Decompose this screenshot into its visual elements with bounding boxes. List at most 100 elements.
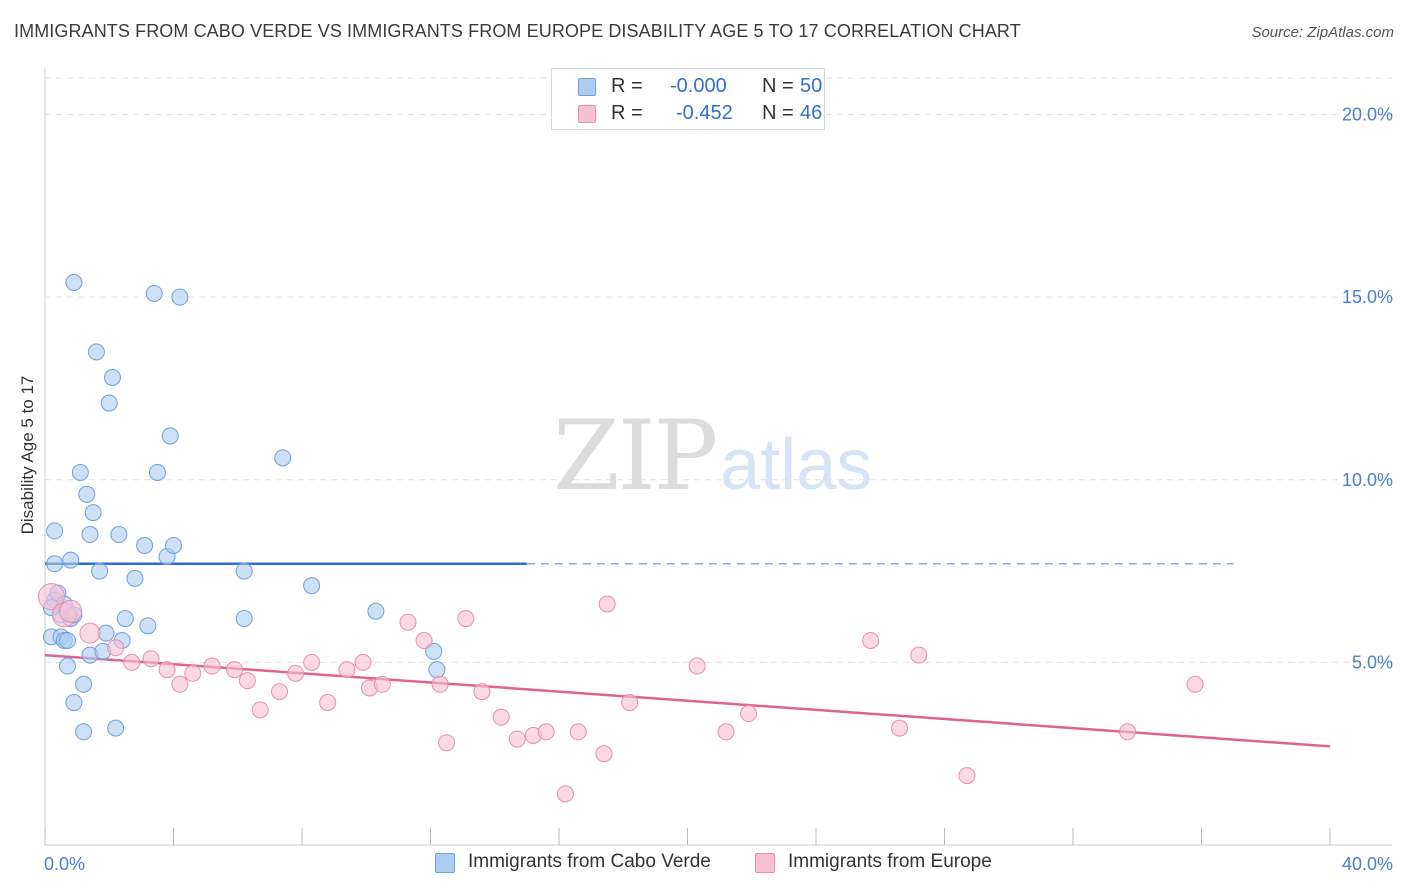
- europe-point: [862, 631, 880, 649]
- x-tick-label: 0.0%: [44, 854, 85, 874]
- cabo-verde-point: [116, 610, 134, 628]
- europe-point: [415, 631, 433, 649]
- cabo-verde-point: [81, 526, 99, 544]
- europe-point: [287, 664, 305, 682]
- cabo-verde-point: [103, 368, 121, 386]
- europe-point: [556, 785, 574, 803]
- europe-point: [203, 657, 221, 675]
- chart-title: IMMIGRANTS FROM CABO VERDE VS IMMIGRANTS…: [14, 21, 1021, 41]
- legend-swatch-blue: [435, 853, 455, 873]
- europe-point: [473, 683, 491, 701]
- europe-point: [569, 723, 587, 741]
- cabo-verde-point: [65, 274, 83, 292]
- europe-point: [688, 657, 706, 675]
- europe-point: [238, 672, 256, 690]
- legend-swatch-blue: [578, 78, 596, 96]
- europe-point: [595, 745, 613, 763]
- source-label: Source: ZipAtlas.com: [1251, 24, 1394, 41]
- europe-point: [373, 675, 391, 693]
- cabo-verde-point: [91, 562, 109, 580]
- europe-point: [319, 694, 337, 712]
- europe-point: [59, 599, 83, 623]
- cabo-verde-point: [145, 284, 163, 302]
- europe-point: [457, 610, 475, 628]
- watermark-zip: ZIP: [553, 400, 718, 512]
- legend-n-label: N =: [762, 102, 794, 124]
- europe-point: [338, 661, 356, 679]
- cabo-verde-point: [62, 551, 80, 569]
- legend-r-label: R =: [611, 75, 643, 97]
- europe-point: [537, 723, 555, 741]
- europe-point: [303, 653, 321, 671]
- cabo-verde-point: [274, 449, 292, 467]
- y-tick-label: 5.0%: [1352, 652, 1393, 672]
- legend-n-value: 50: [800, 75, 823, 97]
- cabo-verde-point: [71, 463, 89, 481]
- cabo-verde-point: [367, 602, 385, 620]
- cabo-verde-point: [75, 723, 93, 741]
- europe-point: [171, 675, 189, 693]
- legend-swatch-pink: [755, 853, 775, 873]
- cabo-verde-point: [75, 675, 93, 693]
- cabo-verde-point: [58, 631, 76, 649]
- legend-r-label: R =: [611, 102, 643, 124]
- europe-point: [740, 705, 758, 723]
- cabo-verde-point: [139, 617, 157, 635]
- europe-point: [1186, 675, 1204, 693]
- europe-trend-line: [44, 653, 1331, 748]
- europe-point: [107, 639, 125, 657]
- europe-point: [251, 701, 269, 719]
- legend-r-value: -0.000: [670, 75, 727, 97]
- europe-point: [438, 734, 456, 752]
- cabo-verde-point: [303, 577, 321, 595]
- europe-point: [910, 646, 928, 664]
- europe-point: [271, 683, 289, 701]
- cabo-verde-point: [87, 343, 105, 361]
- europe-point: [958, 767, 976, 785]
- europe-point: [123, 653, 141, 671]
- europe-point: [354, 653, 372, 671]
- legend-n-value: 46: [800, 102, 823, 124]
- x-tick-label: 40.0%: [1342, 854, 1393, 874]
- watermark-atlas: atlas: [720, 425, 873, 505]
- legend-swatch-pink: [578, 105, 596, 123]
- europe-point: [431, 675, 449, 693]
- cabo-verde-point: [107, 719, 125, 737]
- cabo-verde-point: [58, 657, 76, 675]
- europe-point: [37, 583, 65, 611]
- cabo-verde-point: [110, 526, 128, 544]
- legend-r-value: -0.452: [676, 102, 733, 124]
- cabo-verde-point: [428, 661, 446, 679]
- europe-point: [399, 613, 417, 631]
- trend-lines: [44, 562, 1331, 748]
- europe-point: [717, 723, 735, 741]
- europe-point: [621, 694, 639, 712]
- y-tick-label: 10.0%: [1342, 470, 1393, 490]
- legend-label-cabo-verde: Immigrants from Cabo Verde: [468, 851, 711, 872]
- cabo-verde-point: [126, 569, 144, 587]
- cabo-verde-point: [171, 288, 189, 306]
- y-tick-label: 20.0%: [1342, 105, 1393, 125]
- europe-point: [142, 650, 160, 668]
- y-tick-label: 15.0%: [1342, 287, 1393, 307]
- cabo-verde-point: [425, 642, 443, 660]
- tick-labels: 5.0% 10.0% 15.0% 20.0% 0.0% 40.0%: [44, 105, 1393, 874]
- europe-point: [492, 708, 510, 726]
- europe-point: [891, 719, 909, 737]
- cabo-verde-point: [235, 562, 253, 580]
- legend-n-label: N =: [762, 75, 794, 97]
- cabo-verde-point: [161, 427, 179, 445]
- cabo-verde-point: [46, 522, 64, 540]
- europe-point: [158, 661, 176, 679]
- axes: [44, 68, 1392, 846]
- cabo-verde-point: [235, 610, 253, 628]
- europe-point: [226, 661, 244, 679]
- cabo-verde-point: [136, 537, 154, 555]
- europe-point: [184, 664, 202, 682]
- cabo-verde-point: [78, 485, 96, 503]
- cabo-verde-point: [148, 463, 166, 481]
- correlation-legend: R = -0.000 N = 50 R = -0.452 N = 46: [551, 68, 825, 130]
- cabo-verde-point: [46, 555, 64, 573]
- cabo-verde-point: [165, 537, 182, 555]
